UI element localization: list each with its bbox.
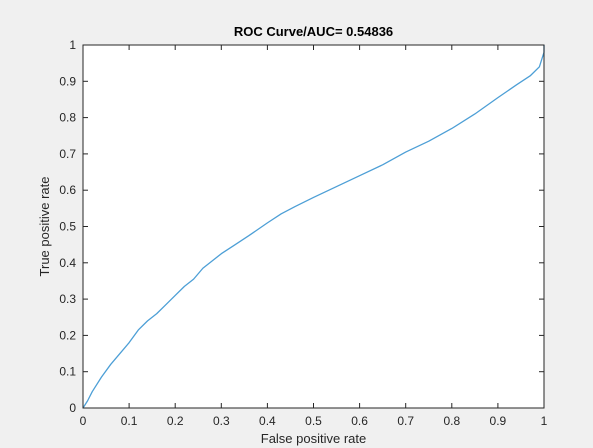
y-tick-label: 1 (69, 38, 76, 52)
x-tick-label: 0.1 (121, 414, 138, 428)
y-tick-label: 0.7 (59, 147, 76, 161)
x-axis-label: False positive rate (261, 431, 367, 446)
x-tick-label: 0.6 (351, 414, 368, 428)
x-tick-label: 0.9 (490, 414, 507, 428)
chart-marks: 0 0.1 0.2 0.3 0.4 0.5 0.6 0.7 0.8 0.9 1 0 0.1 0.2 0.3 0… (59, 38, 547, 428)
y-tick-label: 0 (69, 401, 76, 415)
y-tick-label: 0.9 (59, 74, 76, 88)
y-tick-label: 0.8 (59, 111, 76, 125)
x-tick-label: 0.8 (443, 414, 460, 428)
x-tick-label: 0.2 (167, 414, 184, 428)
y-tick-label: 0.1 (59, 365, 76, 379)
chart-title: ROC Curve/AUC= 0.54836 (234, 24, 393, 39)
x-tick-label: 0.5 (305, 414, 322, 428)
x-tick-label: 0.7 (397, 414, 414, 428)
y-tick-label: 0.6 (59, 183, 76, 197)
y-axis-label: True positive rate (37, 177, 52, 277)
y-tick-label: 0.5 (59, 220, 76, 234)
x-tick-label: 0.4 (259, 414, 276, 428)
y-tick-label: 0.4 (59, 256, 76, 270)
x-tick-label: 0 (80, 414, 87, 428)
axes-box (82, 44, 545, 409)
plot-area (83, 45, 544, 408)
roc-curve-line (82, 45, 545, 409)
y-tick-label: 0.3 (59, 292, 76, 306)
x-tick-label: 1 (541, 414, 548, 428)
y-tick-label: 0.2 (59, 328, 76, 342)
x-tick-label: 0.3 (213, 414, 230, 428)
